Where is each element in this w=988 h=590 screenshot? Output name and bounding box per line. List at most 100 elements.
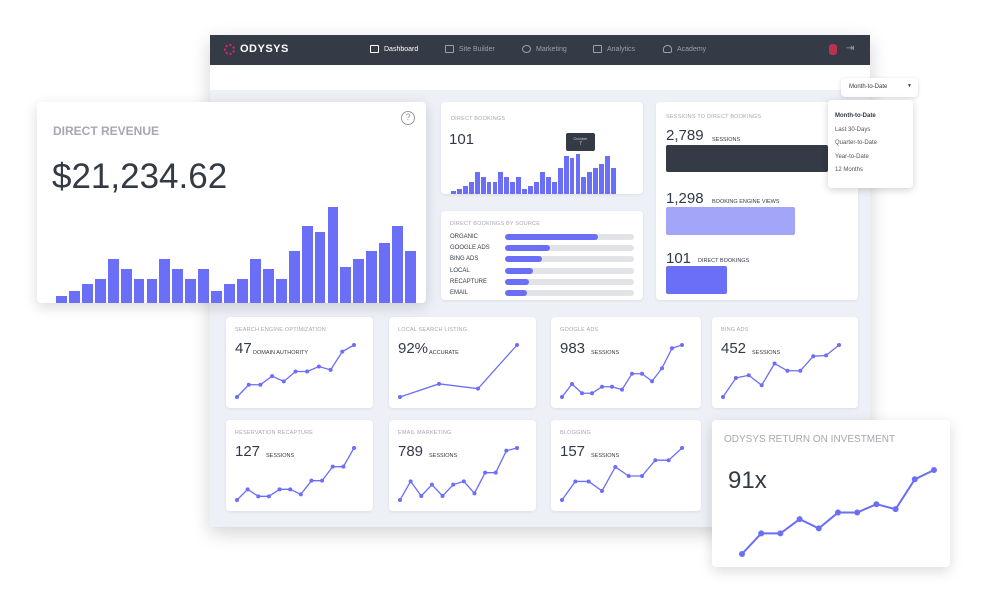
- bar: [599, 164, 605, 194]
- tooltip-value: 7: [579, 141, 582, 147]
- menu-item[interactable]: Quarter-to-Date: [835, 140, 878, 146]
- nav-label: Marketing: [536, 45, 567, 53]
- card-title: BLOGGING: [560, 430, 591, 436]
- sparkline-point: [785, 368, 790, 373]
- logout-icon[interactable]: ⇥: [846, 43, 855, 54]
- bar: [468, 182, 474, 194]
- source-label: GOOGLE ADS: [450, 245, 490, 252]
- bar: [340, 266, 352, 303]
- sparkline-point: [246, 382, 251, 387]
- sparkline-point: [835, 509, 841, 516]
- source-label: EMAIL: [450, 290, 469, 296]
- bar: [56, 296, 67, 303]
- sparkline-point: [620, 387, 624, 392]
- sessions-funnel-card: SESSIONS TO DIRECT BOOKINGS 2,789 SESSIO…: [656, 102, 858, 300]
- roi-card: ODYSYS RETURN ON INVESTMENT 91x: [712, 420, 950, 567]
- sparkline-point: [352, 343, 356, 347]
- nav-academy[interactable]: Academy: [663, 45, 706, 53]
- metric-sparkline: [235, 343, 356, 399]
- bar: [211, 291, 223, 303]
- bar: [120, 269, 132, 303]
- bookings-value: 101: [449, 131, 475, 148]
- sparkline-point: [305, 369, 310, 374]
- sparkline-point: [340, 349, 345, 354]
- brand-logo[interactable]: ODYSYS: [224, 43, 289, 55]
- sparkline-point: [721, 395, 725, 399]
- sparkline-point: [341, 464, 346, 469]
- bar: [301, 225, 313, 303]
- source-bar-fill: [505, 267, 534, 274]
- sparkline-point: [245, 487, 250, 492]
- dashboard-icon: [370, 45, 379, 53]
- date-range-menu: Month-to-Date Last 30-Days Quarter-to-Da…: [828, 100, 913, 188]
- bar: [557, 167, 563, 194]
- sparkline-point: [515, 446, 519, 450]
- sparkline-point: [911, 476, 918, 483]
- funnel-value: 2,789: [666, 127, 704, 144]
- date-range-select[interactable]: Month-to-Date ▼: [841, 78, 918, 97]
- source-bar-track: [505, 256, 634, 263]
- source-bar-fill: [505, 278, 529, 285]
- card-title: SEARCH ENGINE OPTIMIZATION: [235, 327, 326, 333]
- bar: [288, 250, 300, 303]
- metric-unit: ACCURATE: [429, 350, 459, 356]
- metric-sparkline: [398, 343, 519, 399]
- sparkline-point: [398, 498, 402, 502]
- bar: [587, 171, 593, 194]
- bar: [379, 243, 391, 303]
- nav-analytics[interactable]: Analytics: [593, 45, 635, 53]
- sparkline-point: [613, 464, 618, 469]
- sparkline-point: [854, 509, 861, 516]
- sparkline-point: [266, 494, 271, 499]
- sparkline-point: [352, 446, 356, 450]
- source-bar-fill: [505, 234, 598, 240]
- top-nav: ODYSYS Dashboard Site Builder Marketing …: [210, 35, 870, 65]
- menu-item[interactable]: Month-to-Date: [835, 113, 876, 119]
- sparkline-point: [328, 367, 333, 372]
- avatar[interactable]: [829, 44, 837, 55]
- tooltip-label: October: [573, 136, 588, 141]
- nav-dashboard[interactable]: Dashboard: [370, 45, 418, 53]
- metric-card: RESERVATION RECAPTURE 127 SESSIONS: [226, 420, 373, 511]
- sparkline-point: [653, 458, 658, 463]
- menu-item[interactable]: 12 Months: [835, 167, 864, 173]
- menu-item[interactable]: Year-to-Date: [835, 153, 869, 160]
- bar: [314, 231, 326, 303]
- sparkline-point: [640, 371, 644, 376]
- monitor-icon: [445, 45, 454, 53]
- metric-sparkline: [560, 446, 684, 502]
- logo-icon: [224, 43, 235, 55]
- target-icon: [522, 45, 531, 53]
- sparkline-point: [600, 384, 604, 389]
- sparkline-point: [270, 374, 275, 379]
- card-title: DIRECT BOOKINGS BY SOURCE: [450, 221, 541, 227]
- sparkline-point: [798, 368, 803, 373]
- nav-label: Academy: [677, 45, 707, 53]
- chart-icon: [593, 45, 602, 53]
- nav-marketing[interactable]: Marketing: [522, 45, 567, 53]
- sparkline-point: [476, 386, 480, 391]
- metric-sparkline: [398, 446, 519, 502]
- card-title: DIRECT REVENUE: [53, 124, 160, 138]
- nav-label: Site Builder: [459, 45, 495, 53]
- nav-label: Analytics: [607, 45, 636, 53]
- source-bar-track: [505, 278, 634, 285]
- bar: [516, 176, 522, 194]
- sparkline-point: [461, 479, 466, 484]
- bar: [593, 167, 599, 194]
- help-icon[interactable]: ?: [401, 111, 415, 125]
- metric-unit: SESSIONS: [591, 453, 620, 459]
- source-bar-fill: [505, 290, 527, 296]
- funnel-label: BOOKING ENGINE VIEWS: [712, 199, 780, 205]
- sparkline-point: [419, 494, 424, 498]
- sparkline-point: [573, 479, 578, 484]
- metric-value: 983: [560, 340, 586, 357]
- bar: [492, 182, 498, 194]
- bar: [172, 269, 184, 303]
- bar: [68, 291, 80, 303]
- metric-card: BLOGGING 157 SESSIONS: [551, 420, 701, 511]
- sparkline-point: [660, 366, 664, 371]
- funnel-bar-sessions: [666, 145, 828, 172]
- menu-item[interactable]: Last 30-Days: [835, 126, 871, 133]
- nav-site-builder[interactable]: Site Builder: [445, 45, 495, 53]
